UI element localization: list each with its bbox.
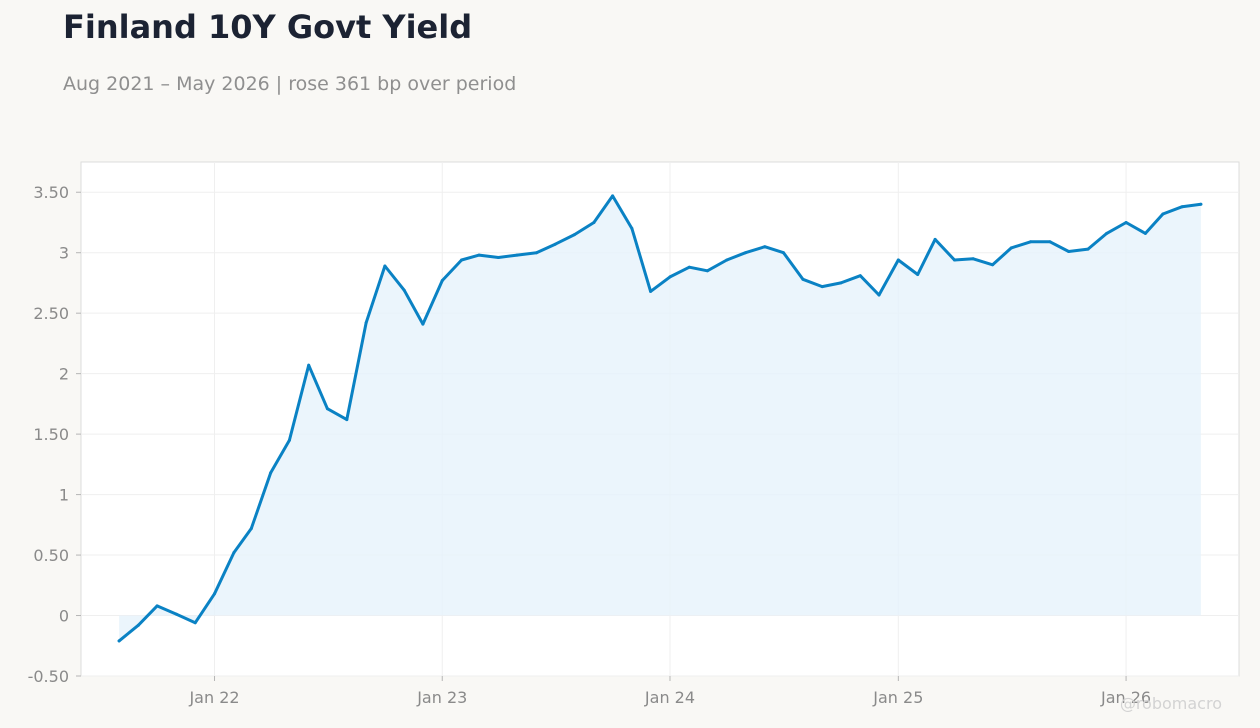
data-point	[175, 612, 178, 616]
data-point	[1105, 231, 1109, 235]
data-point	[440, 279, 444, 282]
data-point	[1009, 246, 1013, 250]
y-tick-label: 2	[59, 365, 69, 384]
data-point	[249, 527, 253, 530]
data-point	[991, 263, 995, 267]
y-tick-label: 1	[59, 486, 69, 505]
data-point	[155, 604, 159, 608]
data-point	[687, 265, 691, 269]
data-point	[1199, 202, 1203, 206]
data-point	[496, 256, 500, 259]
y-tick-label: 3.50	[33, 183, 69, 202]
x-tick-label: Jan 22	[188, 688, 239, 707]
data-point	[782, 251, 785, 255]
data-point	[877, 293, 881, 297]
data-point	[801, 277, 805, 281]
data-point	[421, 322, 425, 326]
data-point	[1124, 221, 1128, 224]
data-point	[460, 258, 464, 262]
y-tick-label: 3	[59, 244, 69, 263]
series-line	[117, 194, 1203, 643]
data-point	[269, 471, 273, 475]
data-point	[307, 363, 311, 367]
data-point	[858, 274, 862, 278]
x-tick-label: Jan 23	[416, 688, 467, 707]
data-point	[402, 288, 406, 292]
data-point	[1029, 240, 1033, 244]
y-tick-label: -0.50	[28, 667, 69, 686]
data-point	[193, 621, 197, 625]
data-point	[535, 251, 538, 255]
data-point	[705, 269, 709, 273]
x-tick-label: Jan 26	[1100, 688, 1151, 707]
data-point	[573, 233, 576, 237]
data-point	[839, 281, 843, 285]
data-point	[477, 253, 481, 257]
data-point	[896, 258, 900, 262]
data-point	[611, 194, 615, 198]
watermark: @robomacro	[1119, 694, 1222, 713]
y-tick-label: 1.50	[33, 425, 69, 444]
data-point	[744, 251, 747, 255]
y-tick-label: 0	[59, 607, 69, 626]
data-point	[1143, 231, 1147, 235]
y-axis: -0.50 0 0.50 1 1.50 2 2.50 3 3.50	[28, 183, 81, 686]
data-point	[668, 275, 672, 279]
data-point	[117, 639, 121, 643]
data-point	[364, 321, 368, 325]
data-point	[232, 551, 236, 555]
data-point	[953, 258, 956, 262]
data-point	[630, 227, 634, 230]
data-point	[592, 221, 596, 224]
chart-title: Finland 10Y Govt Yield	[63, 8, 473, 46]
data-point	[325, 407, 329, 411]
y-tick-label: 2.50	[33, 304, 69, 323]
data-point	[213, 592, 216, 596]
data-point	[763, 245, 767, 249]
data-point	[1067, 250, 1071, 253]
data-point	[916, 273, 920, 276]
x-axis: Jan 22 Jan 23 Jan 24 Jan 25 Jan 26	[188, 676, 1151, 707]
data-point	[1086, 247, 1090, 251]
y-tick-label: 0.50	[33, 546, 69, 565]
data-point	[933, 237, 937, 241]
data-points	[117, 194, 1203, 643]
data-point	[971, 257, 975, 261]
data-point	[553, 242, 557, 246]
data-point	[649, 289, 653, 293]
data-point	[345, 418, 349, 422]
chart-subtitle: Aug 2021 – May 2026 | rose 361 bp over p…	[63, 73, 517, 95]
data-point	[287, 438, 291, 442]
x-tick-label: Jan 24	[644, 688, 695, 707]
area-fill	[119, 195, 1201, 641]
data-point	[515, 253, 519, 257]
data-point	[1048, 240, 1052, 244]
data-point	[136, 623, 140, 627]
data-point	[725, 258, 729, 262]
data-point	[1180, 205, 1184, 209]
data-point	[820, 285, 824, 289]
data-point	[1161, 212, 1165, 216]
data-point	[383, 264, 387, 268]
x-tick-label: Jan 25	[872, 688, 923, 707]
